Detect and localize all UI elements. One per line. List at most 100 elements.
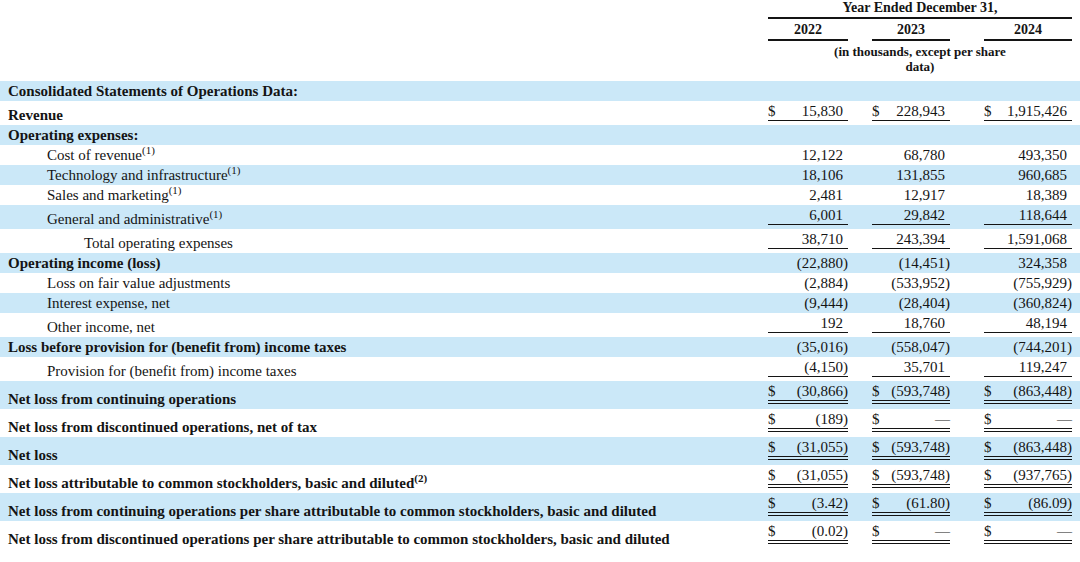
value-2023: 35,701 — [848, 357, 950, 381]
value-2023: 131,855 — [848, 165, 950, 185]
row-label: Net loss — [8, 447, 58, 463]
value-text: (558,047) — [891, 339, 950, 356]
currency-symbol: $ — [872, 103, 880, 120]
currency-symbol: $ — [984, 383, 992, 400]
value-text: (86.09) — [1028, 495, 1072, 512]
value-text: 119,247 — [1019, 359, 1072, 376]
table-row: Net loss from continuing operations per … — [0, 493, 1080, 521]
currency-symbol: $ — [872, 439, 880, 456]
value-text: 1,915,426 — [1007, 103, 1072, 120]
footnote-marker: (1) — [209, 208, 222, 220]
currency-symbol: $ — [768, 467, 776, 484]
value-2022: (2,884) — [768, 273, 848, 293]
value-2024: $— — [950, 521, 1080, 549]
value-2023: (14,451) — [848, 253, 950, 273]
value-2024: 493,350 — [950, 145, 1080, 165]
value-text: (937,765) — [1013, 467, 1072, 484]
table-row: Net loss $(31,055) $(593,748) $(863,448) — [0, 437, 1080, 465]
value-text: (35,016) — [797, 339, 848, 356]
value-text: 2,481 — [809, 187, 848, 204]
value-text: 18,389 — [1026, 187, 1072, 204]
value-2022 — [768, 81, 848, 101]
value-2022: (22,880) — [768, 253, 848, 273]
value-2024: 119,247 — [950, 357, 1080, 381]
value-text: (360,824) — [1013, 295, 1072, 312]
value-2024: 48,194 — [950, 313, 1080, 337]
value-text: 18,106 — [802, 167, 848, 184]
value-2024 — [950, 125, 1080, 145]
row-label-cell: Consolidated Statements of Operations Da… — [0, 81, 768, 101]
value-text: 131,855 — [896, 167, 950, 184]
currency-symbol: $ — [768, 495, 776, 512]
year-label: 2024 — [984, 21, 1072, 41]
value-text: 243,394 — [896, 231, 950, 248]
table-row: Loss on fair value adjustments (2,884) (… — [0, 273, 1080, 293]
column-header-2022: 2022 — [768, 19, 848, 41]
value-2024: 118,644 — [950, 205, 1080, 229]
row-label-cell: Sales and marketing(1) — [0, 185, 768, 205]
row-label-cell: Revenue — [0, 101, 768, 125]
row-label: Technology and infrastructure — [47, 167, 228, 183]
row-label: Cost of revenue — [47, 147, 142, 163]
row-label: General and administrative — [47, 211, 209, 227]
value-text: (593,748) — [891, 439, 950, 456]
value-text: 118,644 — [1019, 207, 1072, 224]
value-2022: $(31,055) — [768, 465, 848, 493]
table-row: Operating expenses: — [0, 125, 1080, 145]
value-text: (61.80) — [906, 495, 950, 512]
table-row: Sales and marketing(1) 2,481 12,917 18,3… — [0, 185, 1080, 205]
table-row: Net loss from continuing operations $(30… — [0, 381, 1080, 409]
row-label: Net loss from continuing operations per … — [8, 503, 656, 519]
row-label-cell: Operating expenses: — [0, 125, 768, 145]
value-text: (863,448) — [1013, 439, 1072, 456]
value-text: (863,448) — [1013, 383, 1072, 400]
table-row: Net loss attributable to common stockhol… — [0, 465, 1080, 493]
value-2024: (360,824) — [950, 293, 1080, 313]
table-row: Provision for (benefit from) income taxe… — [0, 357, 1080, 381]
value-text: 1,591,068 — [1007, 231, 1072, 248]
value-2023: 12,917 — [848, 185, 950, 205]
currency-symbol: $ — [768, 383, 776, 400]
value-2022: 2,481 — [768, 185, 848, 205]
currency-symbol: $ — [984, 467, 992, 484]
units-header-row: (in thousands, except per share data) — [0, 41, 1080, 81]
value-2022: 18,106 — [768, 165, 848, 185]
table-row: Other income, net 192 18,760 48,194 — [0, 313, 1080, 337]
units-note-cell: (in thousands, except per share data) — [768, 41, 1080, 81]
row-label-cell: Interest expense, net — [0, 293, 768, 313]
row-label-cell: Net loss — [0, 437, 768, 465]
value-2023: 18,760 — [848, 313, 950, 337]
value-2023: 29,842 — [848, 205, 950, 229]
value-2022: 192 — [768, 313, 848, 337]
row-label: Consolidated Statements of Operations Da… — [8, 83, 298, 99]
table-body: Consolidated Statements of Operations Da… — [0, 81, 1080, 549]
table-row: Net loss from discontinued operations pe… — [0, 521, 1080, 549]
table-row: Interest expense, net (9,444) (28,404) (… — [0, 293, 1080, 313]
header-spacer — [0, 19, 768, 41]
value-text: (533,952) — [891, 275, 950, 292]
value-text: 68,780 — [904, 147, 950, 164]
value-2023 — [848, 125, 950, 145]
value-text: 29,842 — [904, 207, 950, 224]
value-text: 493,350 — [1018, 147, 1072, 164]
column-header-2024: 2024 — [950, 19, 1080, 41]
value-2023: (533,952) — [848, 273, 950, 293]
value-2023: 243,394 — [848, 229, 950, 253]
row-label-cell: Technology and infrastructure(1) — [0, 165, 768, 185]
value-text: (31,055) — [797, 439, 848, 456]
row-label-cell: Net loss from discontinued operations pe… — [0, 521, 768, 549]
value-text: 38,710 — [802, 231, 848, 248]
value-2024: 1,591,068 — [950, 229, 1080, 253]
row-label: Loss on fair value adjustments — [47, 275, 230, 291]
row-label: Net loss from continuing operations — [8, 391, 236, 407]
value-2022: (4,150) — [768, 357, 848, 381]
row-label-cell: Net loss from discontinued operations, n… — [0, 409, 768, 437]
value-2023: $— — [848, 409, 950, 437]
footnote-marker: (1) — [228, 164, 241, 176]
value-text: 15,830 — [802, 103, 848, 120]
currency-symbol: $ — [768, 439, 776, 456]
value-2024 — [950, 81, 1080, 101]
value-text: (4,150) — [804, 359, 848, 376]
footnote-marker: (1) — [142, 144, 155, 156]
value-text: (189) — [816, 411, 849, 428]
